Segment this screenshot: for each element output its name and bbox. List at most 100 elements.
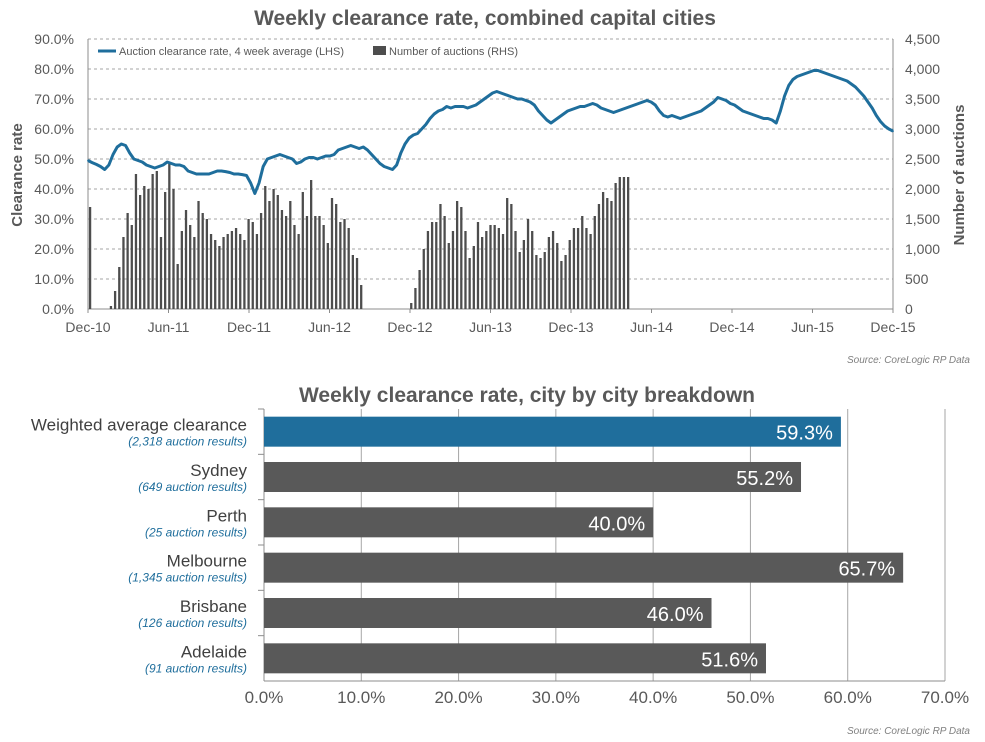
chart1-clearance-point — [266, 158, 269, 160]
chart1-auction-bar — [568, 240, 571, 309]
chart1-auction-bar — [522, 240, 526, 309]
chart1-auction-bar — [339, 222, 342, 309]
chart1-clearance-point — [679, 117, 682, 120]
chart1-clearance-point — [303, 158, 306, 160]
chart1-auction-bar — [184, 210, 188, 309]
chart1-auction-bar — [314, 216, 317, 309]
chart1-clearance-point — [324, 155, 327, 157]
chart1-auction-bar — [460, 207, 463, 309]
chart1-x-tick-label: Jun-14 — [630, 319, 673, 335]
chart2-category-subtitle: (1,345 auction results) — [128, 571, 247, 585]
chart1-clearance-point — [349, 144, 352, 147]
chart1-x-tick-label: Dec-15 — [870, 319, 915, 335]
chart1-auction-bar — [143, 186, 146, 309]
chart2-category-subtitle: (25 auction results) — [145, 525, 247, 539]
chart2-source: Source: CoreLogic RP Data — [847, 726, 970, 737]
chart1-auction-bar — [485, 231, 488, 309]
chart1-clearance-point — [141, 161, 144, 163]
chart1-clearance-point — [837, 77, 840, 79]
chart1-clearance-point — [329, 155, 331, 157]
chart1-right-tick-label: 1,500 — [905, 211, 940, 227]
chart1-clearance-point — [487, 95, 490, 97]
chart1-clearance-point — [149, 165, 152, 168]
chart1-auction-bar — [134, 174, 138, 309]
chart1-right-tick-label: 4,000 — [905, 61, 940, 77]
chart1-clearance-point — [725, 99, 728, 102]
chart1-clearance-point — [191, 171, 194, 174]
chart1-right-tick-label: 3,000 — [905, 121, 940, 137]
chart1-right-tick-label: 0 — [905, 301, 913, 317]
chart1-clearance-point — [691, 113, 694, 115]
chart1-clearance-point — [558, 116, 561, 118]
chart1-clearance-point — [500, 92, 502, 94]
chart1-clearance-point — [162, 164, 164, 166]
chart2-category-label: Adelaide — [181, 642, 247, 661]
chart1-clearance-point — [591, 102, 594, 105]
chart1-x-tick-label: Dec-11 — [227, 319, 271, 335]
city-breakdown-chart: Weekly clearance rate, city by city brea… — [31, 384, 971, 737]
chart1-auction-bar — [293, 225, 296, 309]
chart1-clearance-point — [821, 71, 823, 73]
chart2-title: Weekly clearance rate, city by city brea… — [299, 384, 755, 407]
chart1-clearance-point — [746, 111, 748, 114]
chart1-auction-bar — [455, 201, 459, 309]
chart1-right-axis-label: Number of auctions — [951, 105, 968, 246]
chart2-category-label: Melbourne — [167, 552, 247, 571]
chart1-clearance-point — [354, 146, 356, 148]
chart1-source: Source: CoreLogic RP Data — [847, 355, 970, 366]
chart1-clearance-point — [274, 155, 277, 157]
chart1-right-tick-label: 4,500 — [905, 31, 940, 47]
chart1-clearance-point — [850, 83, 853, 85]
chart1-clearance-point — [595, 104, 598, 106]
chart1-clearance-point — [312, 156, 315, 159]
chart1-auction-bar — [218, 246, 221, 309]
chart1-left-tick-label: 40.0% — [34, 181, 74, 197]
chart1-auction-bar — [326, 243, 329, 309]
chart1-clearance-point — [299, 161, 302, 163]
chart1-clearance-point — [99, 165, 102, 168]
chart1-auction-bar — [118, 267, 121, 309]
chart1-auction-bar — [122, 237, 125, 309]
chart1-x-ticks: Dec-10 Jun-11 Dec-11 Jun-12 Dec-12 Jun-13 Dec-… — [65, 309, 916, 335]
chart1-clearance-point — [875, 114, 878, 117]
chart1-auction-bar — [214, 240, 217, 309]
chart1-clearance-point — [883, 125, 886, 127]
chart1-auction-bar — [318, 216, 321, 309]
chart1-clearance-point — [87, 159, 89, 162]
chart1-auction-bar — [585, 228, 588, 309]
chart1-clearance-point — [633, 104, 636, 106]
chart1-auction-bar — [535, 255, 538, 309]
chart1-clearance-point — [449, 107, 452, 109]
chart1-clearance-point — [137, 159, 139, 162]
chart2-x-tick-label: 70.0% — [921, 688, 969, 707]
chart1-clearance-point — [879, 120, 882, 123]
chart1-auction-bar — [447, 243, 450, 309]
chart1-clearance-point — [729, 102, 732, 105]
chart1-clearance-point — [337, 149, 340, 151]
chart1-left-tick-label: 10.0% — [34, 271, 74, 287]
chart1-clearance-point — [867, 101, 869, 103]
chart1-clearance-point — [107, 164, 110, 166]
chart1-auction-bar — [451, 231, 455, 309]
chart1-clearance-point — [454, 105, 456, 108]
chart1-clearance-point — [395, 164, 398, 166]
chart1-auction-bar — [155, 171, 158, 309]
chart1-auction-bar — [601, 192, 605, 309]
chart1-auction-bar — [109, 306, 113, 309]
chart1-clearance-point — [391, 168, 394, 171]
chart1-clearance-point — [258, 182, 260, 184]
chart1-clearance-point — [783, 95, 786, 97]
chart1-clearance-point — [737, 107, 740, 109]
chart1-clearance-point — [804, 72, 807, 75]
chart1-clearance-point — [625, 107, 627, 109]
chart1-auction-bar — [360, 285, 363, 309]
chart1-auction-bar — [201, 213, 204, 309]
chart1-clearance-point — [892, 130, 894, 133]
chart1-clearance-point — [537, 110, 540, 112]
chart1-clearance-point — [220, 170, 223, 172]
chart2-value-label: 55.2% — [736, 468, 793, 490]
legend-bar-label: Number of auctions (RHS) — [389, 46, 518, 58]
chart1-clearance-point — [637, 102, 640, 105]
chart1-auction-bar — [151, 174, 154, 309]
chart1-clearance-point — [178, 164, 181, 166]
